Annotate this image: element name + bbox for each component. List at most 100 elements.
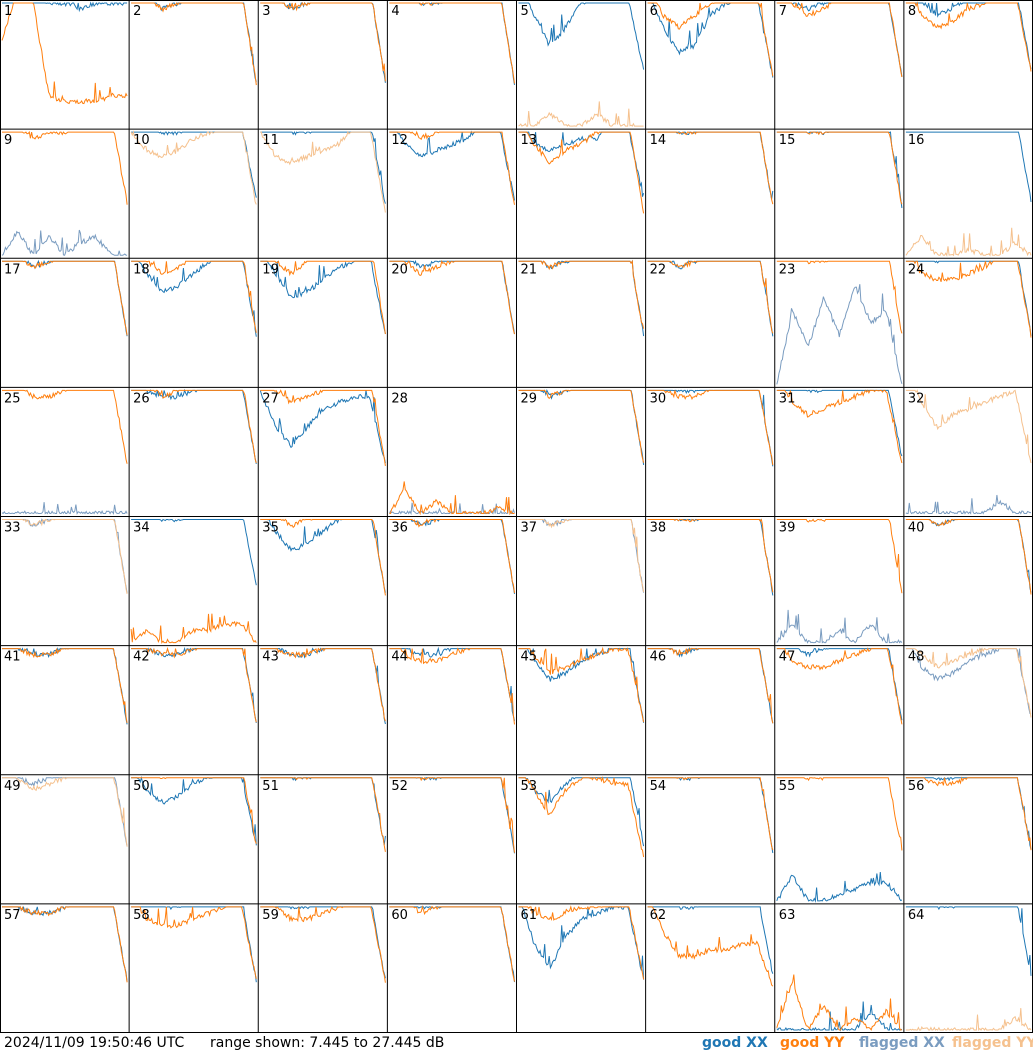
panel-35: 35 xyxy=(260,518,386,596)
series-yy-panel-61 xyxy=(518,905,645,980)
panel-28: 28 xyxy=(388,391,515,516)
panel-59: 59 xyxy=(260,905,386,983)
series-xx-panel-44 xyxy=(389,646,515,721)
panel-14: 14 xyxy=(647,131,774,205)
series-xx-panel-64 xyxy=(905,906,1032,976)
series-xx-panel-13 xyxy=(518,131,645,197)
series-yy-panel-44 xyxy=(389,647,515,725)
series-xx-panel-33 xyxy=(2,518,128,594)
series-xx-panel-1 xyxy=(2,1,128,13)
panel-1: 1 xyxy=(1,1,128,105)
panel-37: 37 xyxy=(518,518,645,593)
panel-25: 25 xyxy=(1,389,128,515)
panel-label-38: 38 xyxy=(650,521,667,536)
panel-label-27: 27 xyxy=(262,391,279,406)
panel-41: 41 xyxy=(2,647,128,725)
panel-label-46: 46 xyxy=(650,650,667,665)
series-xx-panel-60 xyxy=(389,906,515,983)
panel-label-60: 60 xyxy=(391,908,408,923)
series-yy-panel-51 xyxy=(260,777,386,852)
panel-46: 46 xyxy=(647,647,774,724)
panel-30: 30 xyxy=(647,389,774,467)
series-yy-panel-32 xyxy=(905,389,1032,464)
series-yy-panel-17 xyxy=(2,260,128,336)
series-xx-panel-7 xyxy=(776,1,903,77)
panel-6: 6 xyxy=(647,2,774,78)
series-yy-panel-14 xyxy=(647,131,774,205)
series-yy-panel-24 xyxy=(905,260,1032,338)
panel-label-13: 13 xyxy=(521,133,538,148)
series-xx-panel-21 xyxy=(518,259,645,337)
panel-label-21: 21 xyxy=(521,262,538,277)
panel-label-32: 32 xyxy=(908,391,925,406)
panel-21: 21 xyxy=(518,259,645,337)
series-xx-panel-57 xyxy=(2,905,128,982)
series-yy-panel-11 xyxy=(260,130,386,213)
series-yy-panel-30 xyxy=(647,389,774,466)
series-yy-panel-42 xyxy=(131,646,257,723)
series-yy-panel-3 xyxy=(260,1,386,82)
series-xx-panel-22 xyxy=(647,260,774,337)
series-yy-panel-58 xyxy=(131,906,257,980)
series-yy-panel-57 xyxy=(2,906,128,983)
series-xx-panel-34 xyxy=(131,518,257,586)
panel-label-5: 5 xyxy=(521,4,529,19)
panel-label-6: 6 xyxy=(650,4,658,19)
panel-38: 38 xyxy=(647,518,774,596)
series-yy-panel-39 xyxy=(776,518,903,594)
series-xx-panel-20 xyxy=(389,259,515,334)
panel-label-22: 22 xyxy=(650,262,667,277)
series-yy-panel-31 xyxy=(776,389,903,464)
series-xx-panel-5 xyxy=(518,2,645,70)
series-xx-panel-31 xyxy=(776,389,903,457)
series-yy-panel-10 xyxy=(130,130,257,205)
series-yy-panel-36 xyxy=(389,518,515,594)
panel-52: 52 xyxy=(389,776,515,854)
panel-label-62: 62 xyxy=(650,908,667,923)
series-yy-panel-13 xyxy=(518,131,645,214)
panel-15: 15 xyxy=(776,131,903,209)
series-yy-panel-28 xyxy=(389,481,515,516)
panel-33: 33 xyxy=(2,518,128,595)
series-xx-panel-29 xyxy=(518,389,645,465)
panel-label-4: 4 xyxy=(391,4,399,19)
series-yy-panel-26 xyxy=(131,389,257,464)
panel-19: 19 xyxy=(260,260,386,335)
series-yy-panel-15 xyxy=(776,131,903,205)
series-yy-panel-20 xyxy=(389,259,515,335)
series-xx-panel-25 xyxy=(1,502,128,515)
series-yy-panel-4 xyxy=(389,2,515,84)
panel-3: 3 xyxy=(260,1,386,83)
legend-good-yy: good YY xyxy=(780,1035,845,1051)
panel-48: 48 xyxy=(905,647,1032,718)
panel-36: 36 xyxy=(389,518,515,594)
series-xx-panel-30 xyxy=(647,389,774,467)
series-yy-panel-7 xyxy=(776,2,903,78)
series-xx-panel-14 xyxy=(647,131,774,200)
series-xx-panel-62 xyxy=(647,906,774,974)
series-xx-panel-59 xyxy=(260,906,386,979)
series-yy-panel-25 xyxy=(2,389,128,464)
series-xx-panel-15 xyxy=(776,131,903,209)
legend-flagged-yy: flagged YY xyxy=(952,1035,1033,1051)
panel-label-54: 54 xyxy=(650,779,667,794)
panel-label-11: 11 xyxy=(262,133,279,148)
panel-label-40: 40 xyxy=(908,521,925,536)
panel-44: 44 xyxy=(389,646,515,725)
panel-31: 31 xyxy=(776,389,903,464)
panel-49: 49 xyxy=(2,777,128,847)
series-yy-panel-38 xyxy=(647,518,774,593)
panel-label-53: 53 xyxy=(521,779,538,794)
panel-29: 29 xyxy=(518,389,645,465)
series-yy-panel-43 xyxy=(260,647,386,722)
panel-label-64: 64 xyxy=(908,908,925,923)
timestamp-label: 2024/11/09 19:50:46 UTC xyxy=(4,1035,185,1051)
series-xx-panel-55 xyxy=(776,872,903,903)
panel-label-16: 16 xyxy=(908,133,925,148)
panel-label-14: 14 xyxy=(650,133,667,148)
series-xx-panel-26 xyxy=(131,388,257,464)
panel-47: 47 xyxy=(776,647,903,725)
series-yy-panel-23 xyxy=(776,260,903,334)
panel-label-44: 44 xyxy=(391,650,408,665)
